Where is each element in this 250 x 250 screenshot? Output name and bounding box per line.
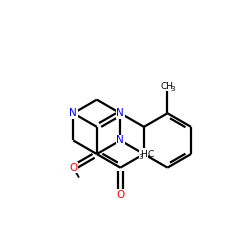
Text: O: O — [116, 190, 124, 200]
Text: C: C — [148, 150, 154, 158]
Text: N: N — [140, 149, 148, 159]
Text: 3: 3 — [171, 86, 175, 91]
Text: 3: 3 — [138, 154, 142, 160]
Text: CH: CH — [161, 82, 174, 90]
Text: H: H — [140, 150, 147, 158]
Text: N: N — [70, 108, 77, 118]
Text: N: N — [116, 108, 124, 118]
Text: O: O — [69, 163, 78, 173]
Text: N: N — [116, 136, 124, 145]
